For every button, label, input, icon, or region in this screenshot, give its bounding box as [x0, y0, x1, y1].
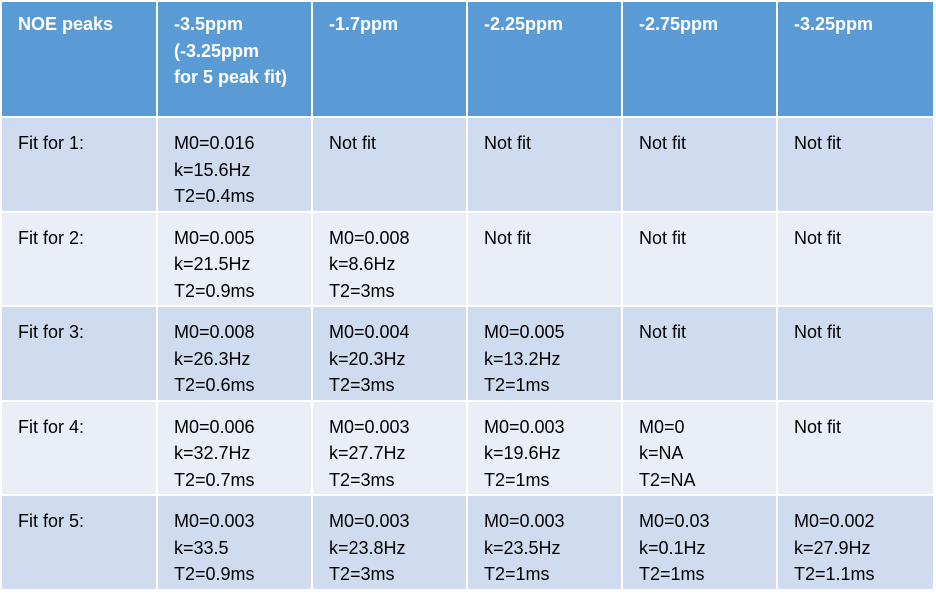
table-cell: Not fit: [311, 116, 468, 213]
cell-line: T2=0.4ms: [174, 186, 255, 206]
cell-line: T2=1ms: [484, 469, 550, 490]
cell-line: k=13.2Hz: [484, 348, 561, 369]
cell-line: M0=0.008: [174, 322, 255, 343]
cell-line: T2=1.1ms: [794, 564, 875, 585]
cell-line: M0=0.016: [174, 133, 255, 153]
cell-line: T2=0.9ms: [174, 564, 255, 585]
table-row: Fit for 3: M0=0.008 k=26.3Hz T2=0.6ms M0=0…: [0, 305, 935, 402]
cell-line: k=26.3Hz: [174, 348, 251, 369]
cell-line: T2=3ms: [329, 564, 395, 585]
header-cell: NOE peaks: [0, 0, 158, 118]
table-cell: M0=0.004 k=20.3Hz T2=3ms: [311, 305, 468, 402]
cell-line: M0=0.008: [329, 227, 410, 248]
row-label-cell: Fit for 3:: [0, 305, 158, 402]
table-cell: Not fit: [776, 116, 935, 213]
cell-line: M0=0: [639, 416, 685, 437]
cell-line: M0=0.003: [484, 416, 565, 437]
table-cell: M0=0.016 k=15.6Hz T2=0.4ms: [156, 116, 313, 213]
table-row: Fit for 5: M0=0.003 k=33.5 T2=0.9ms M0=0.0…: [0, 494, 935, 591]
cell-line: k=27.9Hz: [794, 537, 871, 558]
table-cell: Not fit: [466, 210, 623, 308]
table-cell: M0=0.008 k=26.3Hz T2=0.6ms: [156, 305, 313, 402]
cell-line: M0=0.003: [484, 511, 565, 532]
cell-line: T2=0.6ms: [174, 375, 255, 396]
table-cell: M0=0.003 k=23.5Hz T2=1ms: [466, 494, 623, 591]
table-cell: Not fit: [776, 399, 935, 497]
table-cell: Not fit: [621, 305, 778, 402]
table-cell: Not fit: [466, 116, 623, 213]
table-row: Fit for 1: M0=0.016 k=15.6Hz T2=0.4ms Not …: [0, 116, 935, 213]
cell-line: k=0.1Hz: [639, 537, 706, 558]
cell-line: (-3.25ppm: [174, 40, 260, 61]
cell-line: k=19.6Hz: [484, 443, 561, 464]
row-label-cell: Fit for 5:: [0, 494, 158, 591]
table-cell: M0=0 k=NA T2=NA: [621, 399, 778, 497]
cell-line: T2=3ms: [329, 280, 395, 301]
cell-line: M0=0.003: [329, 511, 410, 532]
cell-line: k=NA: [639, 443, 684, 464]
table-cell: M0=0.003 k=27.7Hz T2=3ms: [311, 399, 468, 497]
cell-line: k=20.3Hz: [329, 348, 406, 369]
cell-line: k=23.5Hz: [484, 537, 561, 558]
cell-line: T2=1ms: [484, 375, 550, 396]
cell-line: k=33.5: [174, 537, 229, 558]
cell-line: M0=0.002: [794, 511, 875, 532]
row-label-cell: Fit for 4:: [0, 399, 158, 497]
cell-line: M0=0.003: [174, 511, 255, 532]
table-header: NOE peaks -3.5ppm (-3.25ppm for 5 peak fit…: [0, 0, 935, 118]
cell-line: M0=0.005: [484, 322, 565, 343]
table-row: Fit for 4: M0=0.006 k=32.7Hz T2=0.7ms M0=0…: [0, 399, 935, 497]
table-cell: M0=0.003 k=23.8Hz T2=3ms: [311, 494, 468, 591]
cell-line: M0=0.005: [174, 227, 255, 248]
table-row: Fit for 2: M0=0.005 k=21.5Hz T2=0.9ms M0=0…: [0, 210, 935, 308]
cell-line: k=15.6Hz: [174, 159, 251, 180]
table-cell: Not fit: [621, 116, 778, 213]
cell-line: k=27.7Hz: [329, 443, 406, 464]
table-cell: M0=0.006 k=32.7Hz T2=0.7ms: [156, 399, 313, 497]
cell-line: -3.5ppm: [174, 14, 244, 34]
cell-line: T2=1ms: [639, 564, 705, 585]
cell-line: T2=1ms: [484, 564, 550, 585]
table-cell: M0=0.002 k=27.9Hz T2=1.1ms: [776, 494, 935, 591]
table-cell: M0=0.003 k=33.5 T2=0.9ms: [156, 494, 313, 591]
header-cell: -3.25ppm: [776, 0, 935, 118]
cell-line: M0=0.004: [329, 322, 410, 343]
cell-line: M0=0.03: [639, 511, 710, 532]
cell-line: k=23.8Hz: [329, 537, 406, 558]
table-cell: M0=0.005 k=13.2Hz T2=1ms: [466, 305, 623, 402]
table-cell: Not fit: [776, 210, 935, 308]
cell-line: k=21.5Hz: [174, 254, 251, 275]
cell-line: T2=NA: [639, 469, 696, 490]
table-cell: M0=0.03 k=0.1Hz T2=1ms: [621, 494, 778, 591]
row-label-cell: Fit for 1:: [0, 116, 158, 213]
cell-line: T2=0.7ms: [174, 469, 255, 490]
cell-line: for 5 peak fit): [174, 67, 288, 87]
header-row: NOE peaks -3.5ppm (-3.25ppm for 5 peak fit…: [0, 0, 935, 118]
table-cell: Not fit: [621, 210, 778, 308]
header-cell: -1.7ppm: [311, 0, 468, 118]
cell-line: k=8.6Hz: [329, 254, 396, 275]
header-cell: -3.5ppm (-3.25ppm for 5 peak fit): [156, 0, 313, 118]
table-body: Fit for 1: M0=0.016 k=15.6Hz T2=0.4ms Not …: [0, 116, 935, 591]
cell-line: M0=0.006: [174, 416, 255, 437]
cell-line: T2=0.9ms: [174, 280, 255, 301]
row-label-cell: Fit for 2:: [0, 210, 158, 308]
cell-line: T2=3ms: [329, 375, 395, 396]
table-cell: M0=0.008 k=8.6Hz T2=3ms: [311, 210, 468, 308]
cell-line: M0=0.003: [329, 416, 410, 437]
table-cell: M0=0.005 k=21.5Hz T2=0.9ms: [156, 210, 313, 308]
header-cell: -2.75ppm: [621, 0, 778, 118]
header-cell: -2.25ppm: [466, 0, 623, 118]
cell-line: T2=3ms: [329, 469, 395, 490]
cell-line: k=32.7Hz: [174, 443, 251, 464]
table-cell: M0=0.003 k=19.6Hz T2=1ms: [466, 399, 623, 497]
table-cell: Not fit: [776, 305, 935, 402]
